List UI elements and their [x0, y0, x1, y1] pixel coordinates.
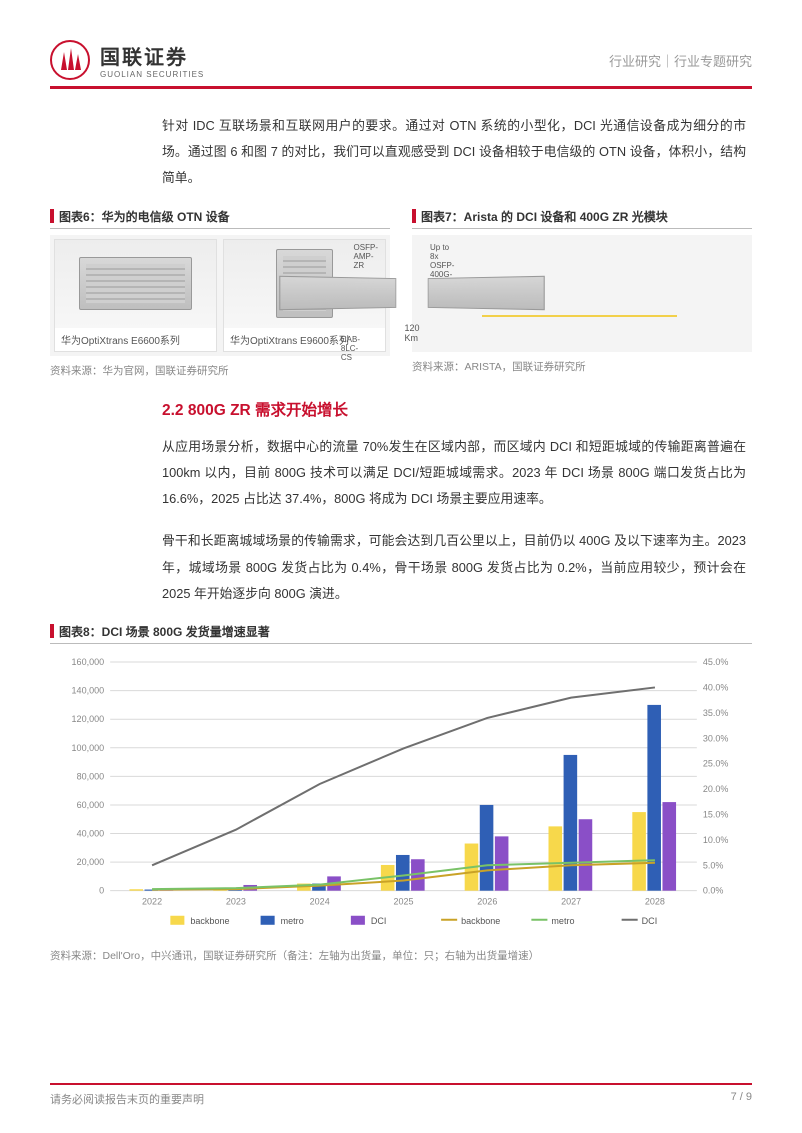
footer-page-number: 7 / 9 [731, 1091, 752, 1107]
svg-text:10.0%: 10.0% [703, 835, 729, 845]
svg-text:backbone: backbone [461, 916, 500, 926]
svg-text:35.0%: 35.0% [703, 708, 729, 718]
fig8-chart: 0 20,000 40,000 60,000 80,000 100,000 120,000 1… [50, 650, 752, 941]
svg-text:backbone: backbone [190, 916, 229, 926]
page-footer: 请务必阅读报告末页的重要声明 7 / 9 [50, 1083, 752, 1107]
svg-text:0.0%: 0.0% [703, 886, 724, 896]
footer-disclaimer: 请务必阅读报告末页的重要声明 [50, 1091, 204, 1107]
svg-text:metro: metro [281, 916, 304, 926]
svg-text:2027: 2027 [561, 897, 581, 907]
fig6-caption-left: 华为OptiXtrans E6600系列 [55, 328, 216, 351]
arista-switch-right [279, 275, 396, 310]
fig-title-accent [50, 624, 54, 638]
paragraph-2: 从应用场景分析，数据中心的流量 70%发生在区域内部，而区域内 DCI 和短距城… [162, 434, 746, 513]
device-photo-e6600 [55, 240, 216, 328]
logo-block: 国联证券 GUOLIAN SECURITIES [50, 40, 204, 80]
svg-text:140,000: 140,000 [72, 686, 105, 696]
svg-text:20.0%: 20.0% [703, 784, 729, 794]
fig-title-accent [50, 209, 54, 223]
figure-row-6-7: 图表6：华为的电信级 OTN 设备 华为OptiXtrans E6600系列 华… [50, 208, 752, 378]
svg-text:25.0%: 25.0% [703, 759, 729, 769]
svg-text:60,000: 60,000 [77, 800, 105, 810]
svg-text:metro: metro [551, 916, 574, 926]
fig-title-accent [412, 209, 416, 223]
svg-text:20,000: 20,000 [77, 857, 105, 867]
fig7-label-cab: CAB-8LC-CS [341, 335, 360, 362]
fig7-image: Up to 8x OSFP-400G-ZR OSFP-AMP-ZR 120 Km… [412, 235, 752, 352]
svg-text:0: 0 [99, 886, 104, 896]
page-header: 国联证券 GUOLIAN SECURITIES 行业研究｜行业专题研究 [50, 40, 752, 80]
fig7-title: 图表7：Arista 的 DCI 设备和 400G ZR 光模块 [421, 208, 668, 225]
svg-text:2024: 2024 [310, 897, 330, 907]
svg-text:40,000: 40,000 [77, 828, 105, 838]
fig7-distance-label: 120 Km [404, 323, 419, 343]
figure-8: 图表8：DCI 场景 800G 发货量增速显著 0 20,000 40,000 60,… [50, 623, 752, 963]
svg-text:45.0%: 45.0% [703, 657, 729, 667]
header-category: 行业研究｜行业专题研究 [609, 51, 752, 70]
fig6-title: 图表6：华为的电信级 OTN 设备 [59, 208, 230, 225]
fig6-caption-right: 华为OptiXtrans E9600系列 [224, 328, 385, 351]
svg-text:30.0%: 30.0% [703, 733, 729, 743]
fig7-label-osfp-amp: OSFP-AMP-ZR [354, 243, 378, 270]
svg-text:DCI: DCI [371, 916, 387, 926]
svg-text:160,000: 160,000 [72, 657, 105, 667]
logo-text-en: GUOLIAN SECURITIES [100, 70, 204, 79]
fig6-source: 资料来源：华为官网，国联证券研究所 [50, 361, 390, 378]
intro-paragraph: 针对 IDC 互联场景和互联网用户的要求。通过对 OTN 系统的小型化，DCI … [162, 113, 746, 192]
fig8-title: 图表8：DCI 场景 800G 发货量增速显著 [59, 623, 270, 640]
svg-text:2022: 2022 [142, 897, 162, 907]
svg-text:40.0%: 40.0% [703, 682, 729, 692]
svg-text:2028: 2028 [645, 897, 665, 907]
svg-text:5.0%: 5.0% [703, 860, 724, 870]
svg-text:80,000: 80,000 [77, 771, 105, 781]
svg-text:100,000: 100,000 [72, 743, 105, 753]
figure-7: 图表7：Arista 的 DCI 设备和 400G ZR 光模块 Up to 8… [412, 208, 752, 378]
fig7-source: 资料来源：ARISTA，国联证券研究所 [412, 357, 752, 374]
fig8-source: 资料来源：Dell'Oro，中兴通讯，国联证券研究所（备注：左轴为出货量，单位：… [50, 946, 752, 963]
logo-text-cn: 国联证券 [100, 41, 204, 70]
svg-text:2023: 2023 [226, 897, 246, 907]
svg-text:15.0%: 15.0% [703, 809, 729, 819]
svg-text:120,000: 120,000 [72, 714, 105, 724]
fiber-line [482, 315, 677, 317]
section-2-2-title: 2.2 800G ZR 需求开始增长 [162, 398, 752, 420]
svg-text:2025: 2025 [393, 897, 413, 907]
company-logo-icon [50, 40, 90, 80]
svg-text:2026: 2026 [477, 897, 497, 907]
paragraph-3: 骨干和长距离城域场景的传输需求，可能会达到几百公里以上，目前仍以 400G 及以… [162, 528, 746, 607]
svg-text:DCI: DCI [642, 916, 658, 926]
header-rule [50, 86, 752, 89]
arista-switch-left [428, 275, 545, 310]
